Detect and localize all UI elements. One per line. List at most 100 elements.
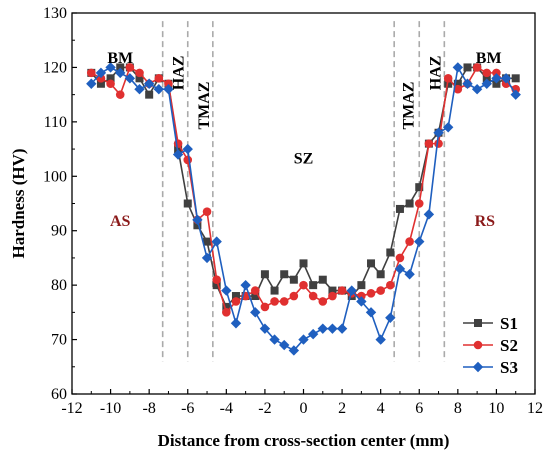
data-point-s2 bbox=[328, 291, 337, 301]
data-point-s3 bbox=[279, 339, 290, 351]
region-label-as: AS bbox=[110, 213, 131, 230]
data-point-s2 bbox=[472, 63, 482, 72]
data-point-s3 bbox=[414, 236, 425, 247]
data-point-s1 bbox=[309, 281, 318, 290]
data-point-s2 bbox=[337, 286, 347, 295]
data-point-s1 bbox=[453, 79, 462, 88]
data-point-s3 bbox=[105, 62, 116, 73]
data-point-s1 bbox=[145, 90, 154, 99]
region-label-rs: RS bbox=[475, 213, 496, 230]
data-point-s3 bbox=[182, 143, 193, 155]
data-point-s3 bbox=[230, 318, 242, 329]
data-point-s3 bbox=[211, 236, 222, 247]
data-point-s3 bbox=[153, 84, 165, 95]
data-point-s3 bbox=[442, 122, 454, 133]
data-point-s2 bbox=[260, 302, 270, 312]
legend-label-s1: S1 bbox=[500, 314, 518, 333]
x-axis-title: Distance from cross-section center (mm) bbox=[158, 431, 450, 450]
data-point-s1 bbox=[251, 292, 260, 301]
data-point-s2 bbox=[443, 74, 453, 83]
data-point-s1 bbox=[280, 270, 289, 279]
data-point-s1 bbox=[328, 286, 337, 295]
data-point-s3 bbox=[336, 323, 348, 334]
data-point-s3 bbox=[481, 78, 492, 89]
data-point-s2 bbox=[308, 291, 318, 301]
data-point-s3 bbox=[192, 214, 203, 226]
data-point-s3 bbox=[327, 323, 338, 334]
data-point-s1 bbox=[395, 204, 404, 213]
data-point-s3 bbox=[259, 323, 271, 334]
data-point-s2 bbox=[414, 199, 424, 208]
data-point-s1 bbox=[318, 275, 327, 284]
series-s1 bbox=[87, 63, 520, 311]
data-point-s2 bbox=[395, 253, 405, 263]
data-point-s2 bbox=[202, 207, 212, 216]
data-point-s1 bbox=[482, 74, 491, 83]
series-line-s3 bbox=[90, 65, 517, 352]
data-point-s3 bbox=[86, 78, 97, 89]
legend-item-s3: S3 bbox=[463, 358, 518, 377]
data-point-s1 bbox=[367, 259, 376, 268]
y-tick-label: 70 bbox=[51, 332, 67, 349]
data-point-s3 bbox=[143, 78, 155, 89]
data-point-s2 bbox=[135, 68, 144, 78]
data-point-s3 bbox=[250, 307, 261, 318]
data-point-s2 bbox=[299, 280, 308, 290]
data-point-s3 bbox=[298, 334, 309, 345]
data-point-s3 bbox=[462, 78, 473, 89]
series-s3 bbox=[86, 62, 521, 356]
x-tick-label: -4 bbox=[220, 400, 233, 417]
y-tick-label: 90 bbox=[51, 223, 67, 240]
data-point-s3 bbox=[385, 312, 396, 323]
series-layer bbox=[86, 62, 521, 356]
data-point-s2 bbox=[270, 297, 279, 306]
data-point-s3 bbox=[365, 307, 377, 318]
data-point-s2 bbox=[453, 84, 463, 94]
data-point-s3 bbox=[317, 323, 328, 334]
data-point-s1 bbox=[376, 270, 385, 279]
data-point-s3 bbox=[240, 279, 251, 291]
data-point-s3 bbox=[115, 67, 126, 79]
x-tick-label: -8 bbox=[143, 400, 156, 417]
data-point-s1 bbox=[203, 237, 212, 246]
data-point-s1 bbox=[357, 281, 366, 290]
legend-item-s2: S2 bbox=[463, 336, 518, 355]
data-point-s1 bbox=[405, 199, 414, 208]
data-point-s1 bbox=[260, 270, 269, 279]
data-point-s1 bbox=[415, 183, 424, 192]
data-point-s1 bbox=[492, 79, 501, 88]
data-point-s1 bbox=[289, 275, 298, 284]
y-tick-label: 120 bbox=[43, 59, 67, 76]
legend-item-s1: S1 bbox=[463, 314, 518, 333]
data-point-s2 bbox=[492, 68, 501, 78]
data-point-s1 bbox=[183, 199, 192, 208]
x-tick-label: 6 bbox=[415, 400, 423, 417]
data-point-s2 bbox=[125, 63, 135, 72]
data-point-s2 bbox=[279, 297, 289, 306]
data-point-s2 bbox=[231, 297, 241, 306]
data-point-s1 bbox=[386, 248, 395, 257]
data-point-s1 bbox=[511, 74, 520, 83]
legend-marker-s2 bbox=[473, 340, 483, 350]
data-point-s3 bbox=[356, 296, 367, 307]
data-point-s3 bbox=[288, 345, 300, 356]
x-tick-label: -12 bbox=[61, 400, 82, 417]
x-tick-label: -10 bbox=[100, 400, 121, 417]
data-point-s1 bbox=[463, 63, 472, 72]
x-tick-label: 12 bbox=[527, 400, 543, 417]
region-label-bm: BM bbox=[476, 50, 502, 67]
data-point-s3 bbox=[307, 328, 319, 340]
region-label-tmaz: TMAZ bbox=[400, 82, 417, 130]
region-label-haz: HAZ bbox=[427, 56, 444, 91]
data-point-s3 bbox=[269, 334, 280, 345]
data-point-s2 bbox=[376, 286, 385, 295]
data-point-s2 bbox=[115, 90, 125, 99]
series-s2 bbox=[86, 63, 521, 317]
legend-label-s3: S3 bbox=[500, 358, 518, 377]
data-point-s3 bbox=[346, 285, 357, 296]
legend-marker-s1 bbox=[474, 319, 482, 327]
data-point-s3 bbox=[201, 252, 213, 264]
data-point-s3 bbox=[452, 62, 464, 73]
data-point-s3 bbox=[433, 127, 444, 138]
